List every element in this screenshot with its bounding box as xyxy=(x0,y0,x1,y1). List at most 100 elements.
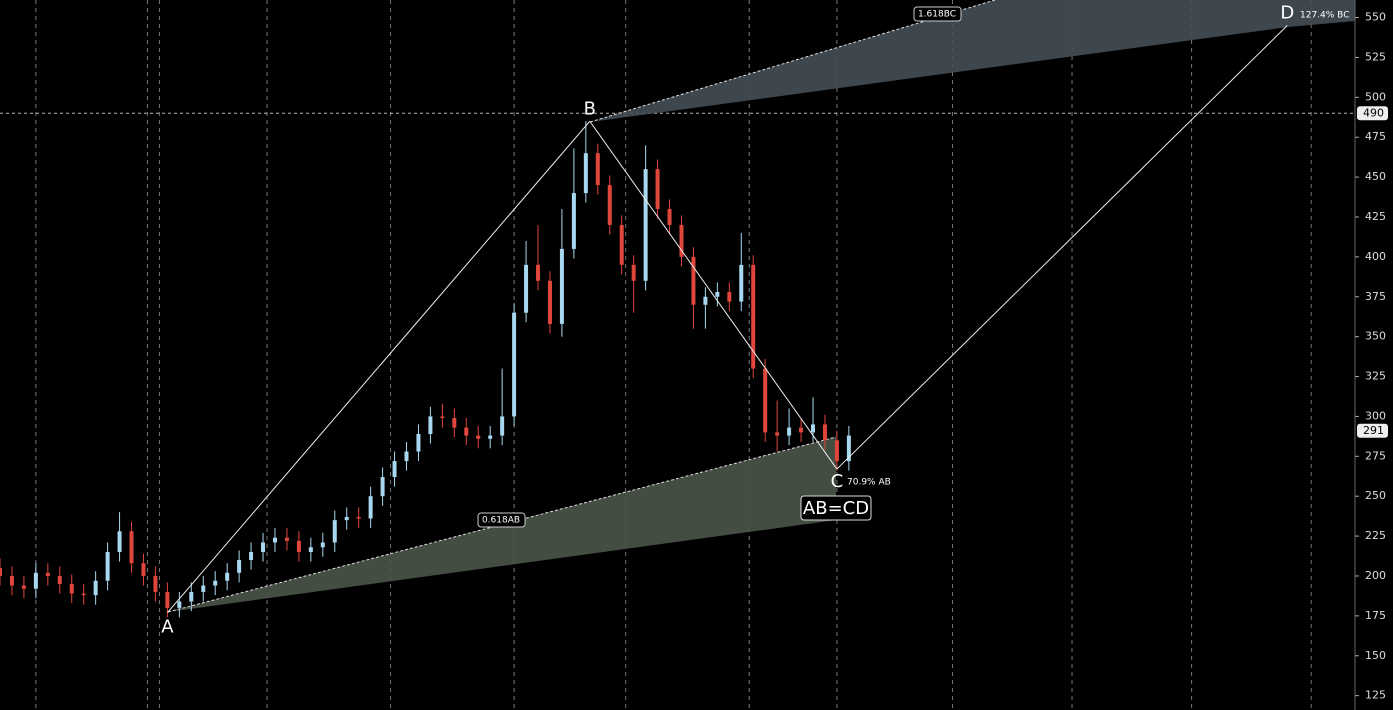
candle-body xyxy=(787,427,792,436)
candle-body xyxy=(284,537,289,541)
price-box xyxy=(1357,106,1388,121)
ratio-label: 127.4% BC xyxy=(1300,11,1349,21)
price-label: 291 xyxy=(1363,424,1384,437)
candle-body xyxy=(272,537,277,543)
candle-body xyxy=(296,540,301,553)
candle-body xyxy=(512,312,517,417)
candle-body xyxy=(846,435,851,462)
pattern: A B C D xyxy=(161,3,1294,638)
candle-body xyxy=(105,552,110,581)
candle-body xyxy=(404,451,409,462)
candle-body xyxy=(141,563,146,576)
pattern-point-label: B xyxy=(584,98,596,119)
candle-body xyxy=(631,264,636,281)
candle-body xyxy=(237,560,242,573)
candle-body xyxy=(500,416,505,436)
pattern-title: AB=CD xyxy=(803,498,869,519)
y-tick-label: 150 xyxy=(1365,649,1386,662)
candle-body xyxy=(619,224,624,265)
candle-body xyxy=(57,575,62,584)
y-tick-label: 275 xyxy=(1365,449,1386,462)
candle-body xyxy=(763,368,768,433)
candle-body xyxy=(21,585,26,589)
candle-body xyxy=(559,248,564,324)
ratio-label: 1.618BC xyxy=(918,10,956,20)
candle-body xyxy=(189,591,194,602)
ratio-label: 0.618AB xyxy=(482,516,520,526)
candle-body xyxy=(488,435,493,439)
candle-body xyxy=(464,427,469,436)
y-tick-label: 350 xyxy=(1365,330,1386,343)
candle-body xyxy=(452,418,457,428)
candle-body xyxy=(799,427,804,433)
y-tick-label: 300 xyxy=(1365,409,1386,422)
candle-body xyxy=(691,256,696,305)
label-box xyxy=(913,6,962,22)
candle-body xyxy=(165,591,170,608)
label-box xyxy=(800,495,872,521)
y-tick-label: 500 xyxy=(1365,90,1386,103)
axis-labels: 125 150 175 200 225 250 275 300 325 350 375 400 425 4… xyxy=(1355,11,1388,702)
y-tick-label: 325 xyxy=(1365,370,1386,383)
candle-body xyxy=(261,542,266,553)
pattern-point-label: A xyxy=(161,617,174,638)
candle-body xyxy=(703,296,708,305)
candle-body xyxy=(751,264,756,369)
candle-body xyxy=(69,583,74,594)
candle-body xyxy=(667,209,672,225)
candle-body xyxy=(607,185,612,225)
candle-body xyxy=(332,520,337,543)
y-tick-label: 400 xyxy=(1365,250,1386,263)
candle-body xyxy=(524,264,529,313)
candle-body xyxy=(595,153,600,186)
candle-body xyxy=(392,461,397,478)
candle-body xyxy=(739,264,744,302)
y-tick-label: 125 xyxy=(1365,689,1386,702)
candle-body xyxy=(356,516,361,519)
candle-body xyxy=(416,433,421,452)
pattern-point-label: C xyxy=(831,471,844,492)
candle-body xyxy=(811,424,815,433)
candle-body xyxy=(571,193,576,249)
candle-body xyxy=(834,440,839,462)
candle-body xyxy=(643,169,648,281)
candles xyxy=(0,121,851,618)
pattern-leg xyxy=(589,120,838,470)
y-tick-label: 525 xyxy=(1365,50,1386,63)
candle-body xyxy=(440,416,445,419)
y-tick-label: 475 xyxy=(1365,130,1386,143)
candle-body xyxy=(153,575,158,592)
y-tick-label: 250 xyxy=(1365,489,1386,502)
candle-body xyxy=(476,435,481,439)
price-box xyxy=(1357,423,1388,438)
fan-bc xyxy=(590,0,1355,122)
candle-body xyxy=(380,477,385,497)
y-tick-label: 200 xyxy=(1365,569,1386,582)
candle-body xyxy=(727,291,732,302)
y-tick-label: 425 xyxy=(1365,210,1386,223)
candle-body xyxy=(547,280,552,324)
y-tick-label: 375 xyxy=(1365,290,1386,303)
candle-body xyxy=(177,601,182,608)
candle-body xyxy=(129,531,134,564)
candle-body xyxy=(249,552,254,561)
candle-body xyxy=(33,572,38,589)
candle-body xyxy=(655,169,660,210)
candle-body xyxy=(536,264,541,281)
candle-body xyxy=(775,432,780,436)
candle-body xyxy=(715,291,720,297)
candle-body xyxy=(0,568,2,576)
ratio-label: 70.9% AB xyxy=(847,478,891,488)
y-tick-label: 175 xyxy=(1365,609,1386,622)
pattern-leg xyxy=(167,120,591,614)
pattern-point-label: D xyxy=(1280,3,1294,24)
label-box xyxy=(477,512,526,528)
candle-body xyxy=(213,580,218,586)
candle-body xyxy=(201,585,206,592)
candle-body xyxy=(583,153,588,194)
candle-body xyxy=(308,547,313,553)
candle-body xyxy=(117,531,122,553)
candle-body xyxy=(225,572,230,581)
